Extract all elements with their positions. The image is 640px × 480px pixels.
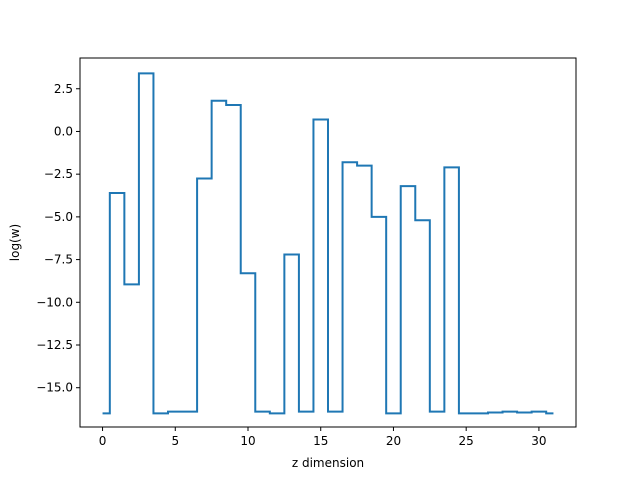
series-layer: [102, 72, 554, 415]
y-axis-label: log(w): [8, 224, 22, 261]
y-axis-ticks: 2.5 0.0 −2.5 −5.0 −7.5 −10.0 −12.5 −15.0: [36, 82, 80, 395]
y-tick-label: −2.5: [44, 167, 73, 181]
plot-frame: [79, 57, 577, 428]
y-tick-label: −5.0: [44, 210, 73, 224]
x-tick-label: 10: [240, 434, 255, 448]
y-tick-label: −15.0: [36, 381, 73, 395]
y-tick-label: −10.0: [36, 295, 73, 309]
y-tick-label: −12.5: [36, 338, 73, 352]
y-tick-label: 0.0: [54, 124, 73, 138]
x-tick-label: 15: [313, 434, 328, 448]
x-tick-label: 20: [386, 434, 401, 448]
x-axis-ticks: 0 5 10 15 20 25 30: [99, 427, 547, 448]
y-tick-label: −7.5: [44, 253, 73, 267]
x-tick-label: 30: [531, 434, 546, 448]
y-tick-label: 2.5: [54, 82, 73, 96]
x-tick-label: 5: [171, 434, 179, 448]
x-tick-label: 0: [99, 434, 107, 448]
x-tick-label: 25: [459, 434, 474, 448]
series-step-line: [102, 72, 554, 415]
x-axis-label: z dimension: [292, 456, 364, 470]
